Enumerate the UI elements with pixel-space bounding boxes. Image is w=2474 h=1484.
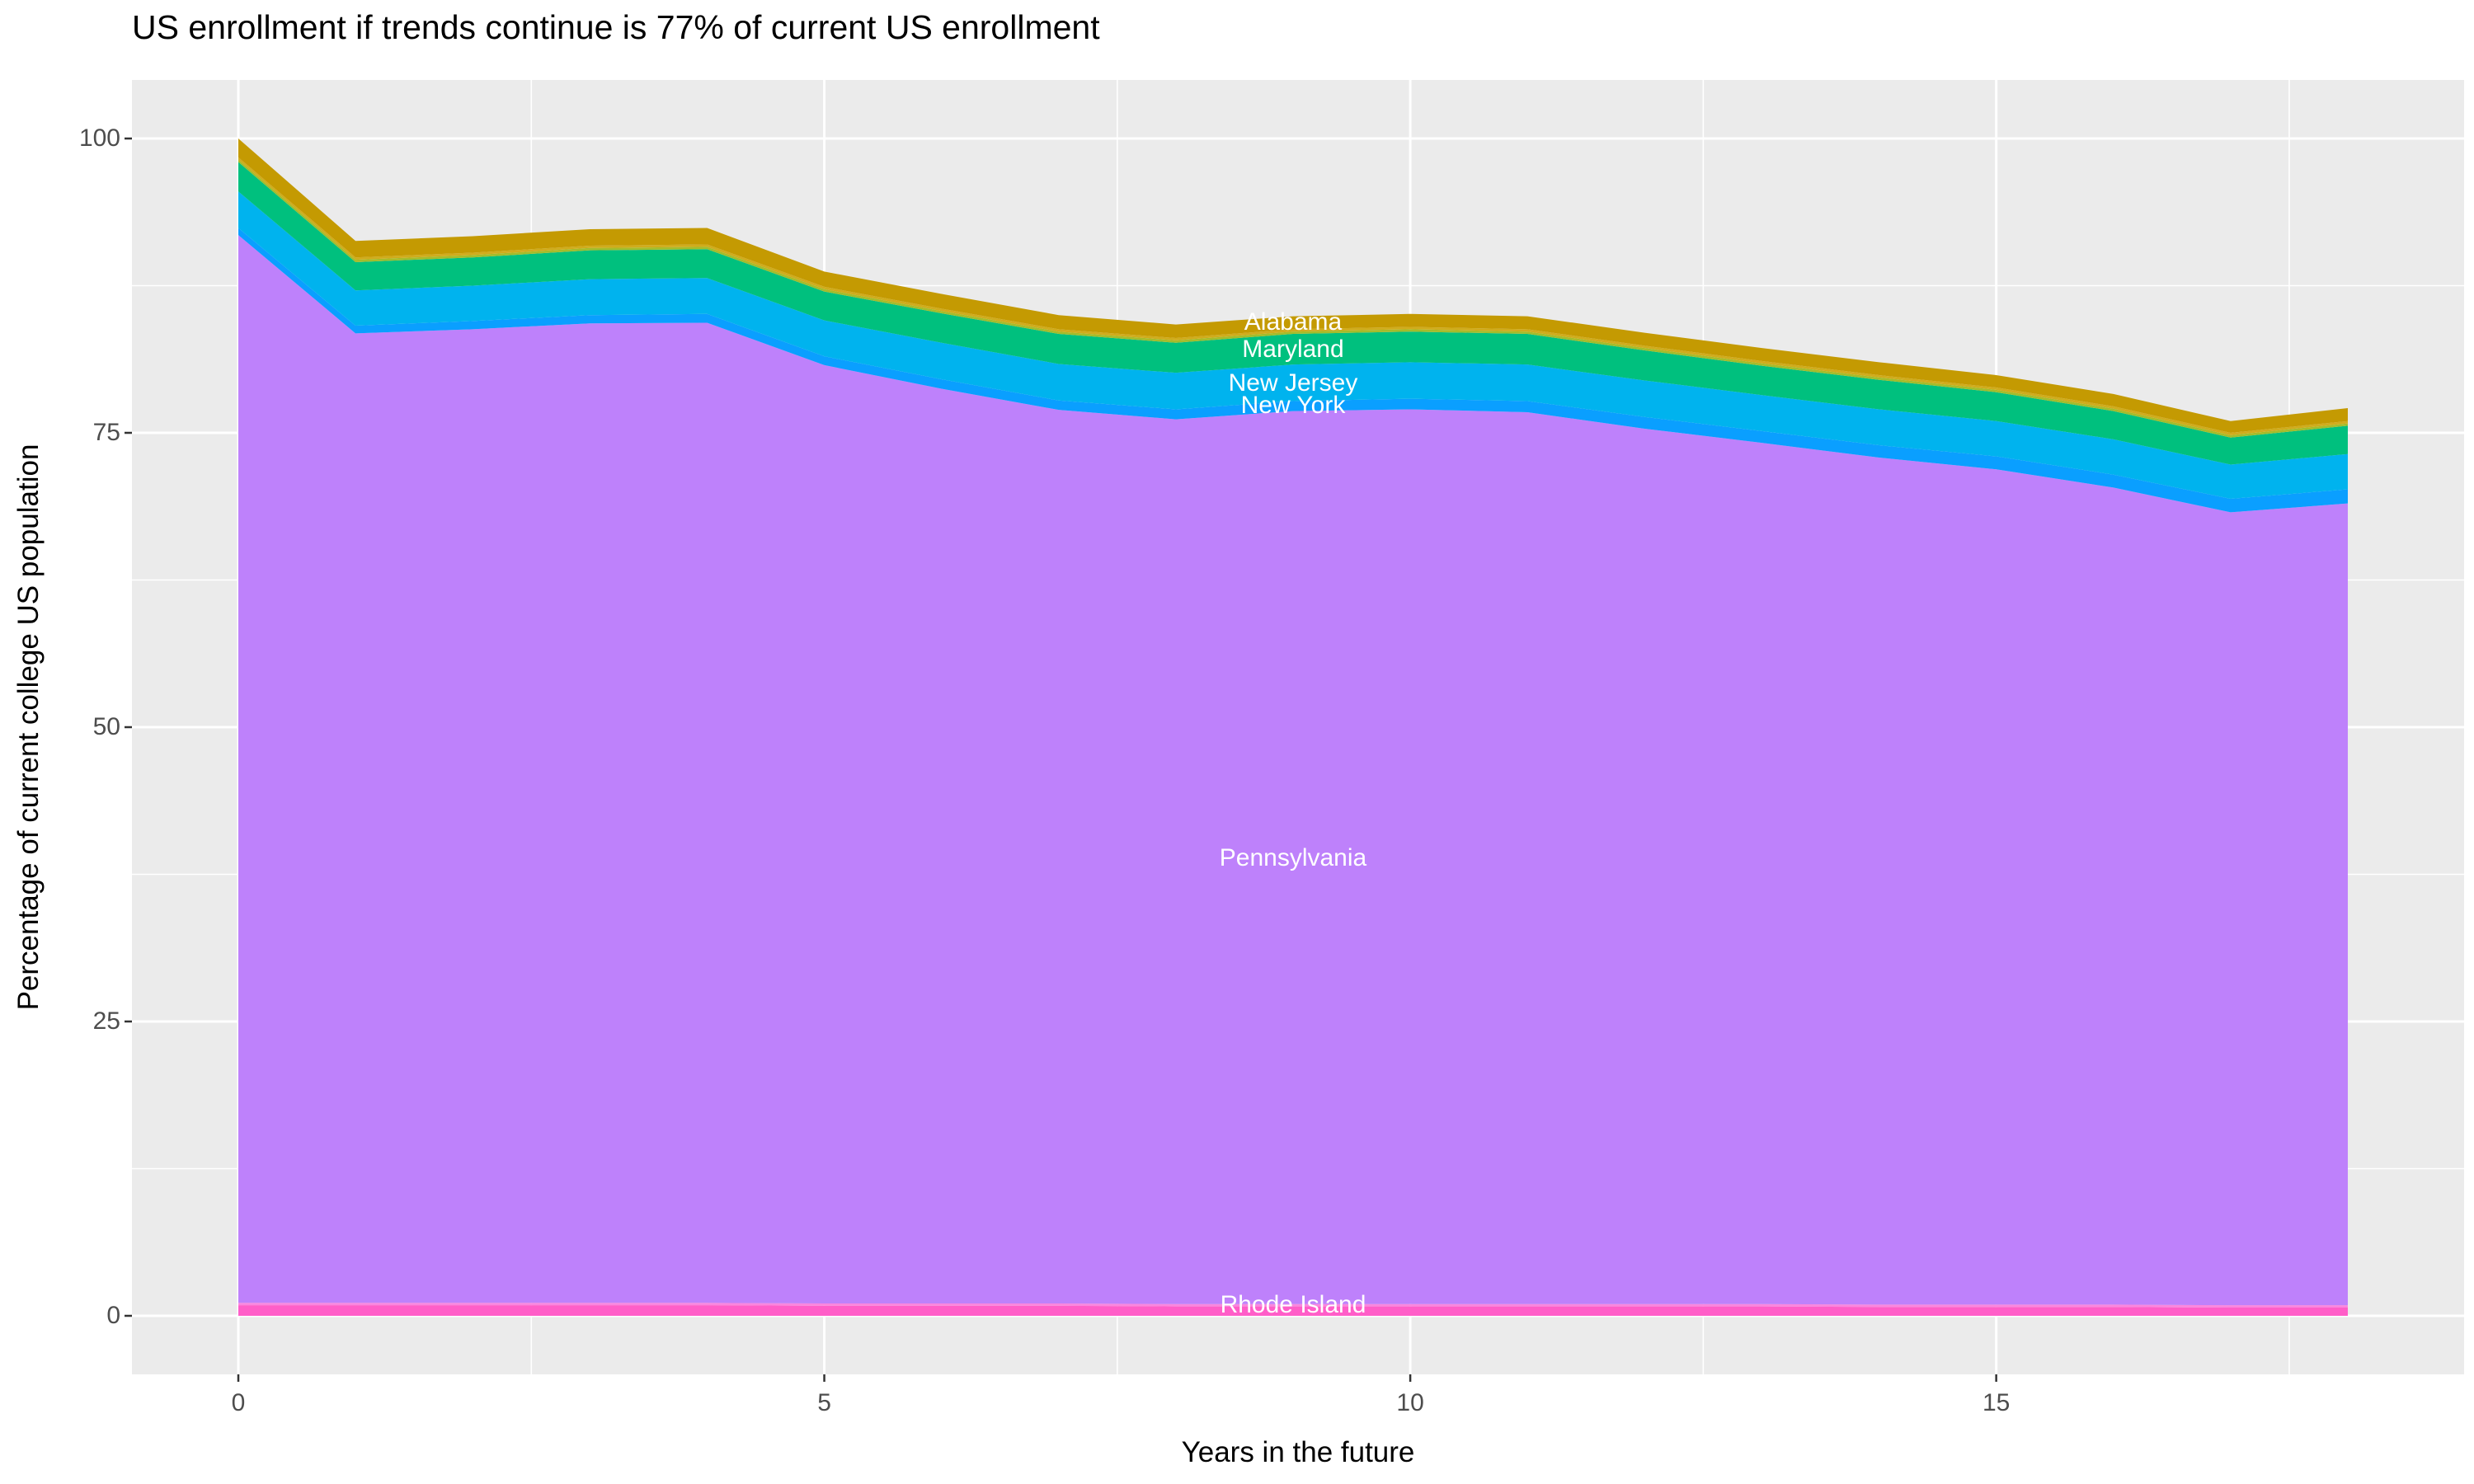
y-tick-label-75: 75 [92, 419, 120, 446]
area-alabama [238, 139, 2348, 433]
area-new-jersey [238, 191, 2348, 499]
area-label-alabama: Alabama [1244, 308, 1343, 336]
x-tick-label-0: 0 [231, 1389, 246, 1416]
y-tick-label-0: 0 [106, 1302, 120, 1329]
area-unlabeled-sliver-3 [238, 1303, 2348, 1308]
x-tick-label-5: 5 [817, 1389, 831, 1416]
y-tick-label-100: 100 [78, 124, 120, 152]
y-tick-label-50: 50 [92, 713, 120, 740]
chart-title: US enrollment if trends continue is 77% … [132, 8, 1100, 46]
area-maryland [238, 162, 2348, 465]
y-tick-label-25: 25 [92, 1007, 120, 1035]
area-label-pennsylvania: Pennsylvania [1219, 843, 1367, 871]
area-rhode-island [238, 1305, 2348, 1316]
area-label-maryland: Maryland [1242, 335, 1344, 363]
area-label-new-york: New York [1240, 392, 1346, 420]
area-label-rhode-island: Rhode Island [1220, 1291, 1366, 1319]
x-tick-label-10: 10 [1396, 1389, 1424, 1416]
y-axis-title: Percentage of current college US populat… [12, 444, 45, 1011]
area-new-york [238, 228, 2348, 513]
x-tick-label-15: 15 [1982, 1389, 2011, 1416]
area-pennsylvania [238, 235, 2348, 1306]
area-label-new-jersey: New Jersey [1228, 369, 1358, 397]
x-axis-title: Years in the future [1181, 1436, 1415, 1468]
